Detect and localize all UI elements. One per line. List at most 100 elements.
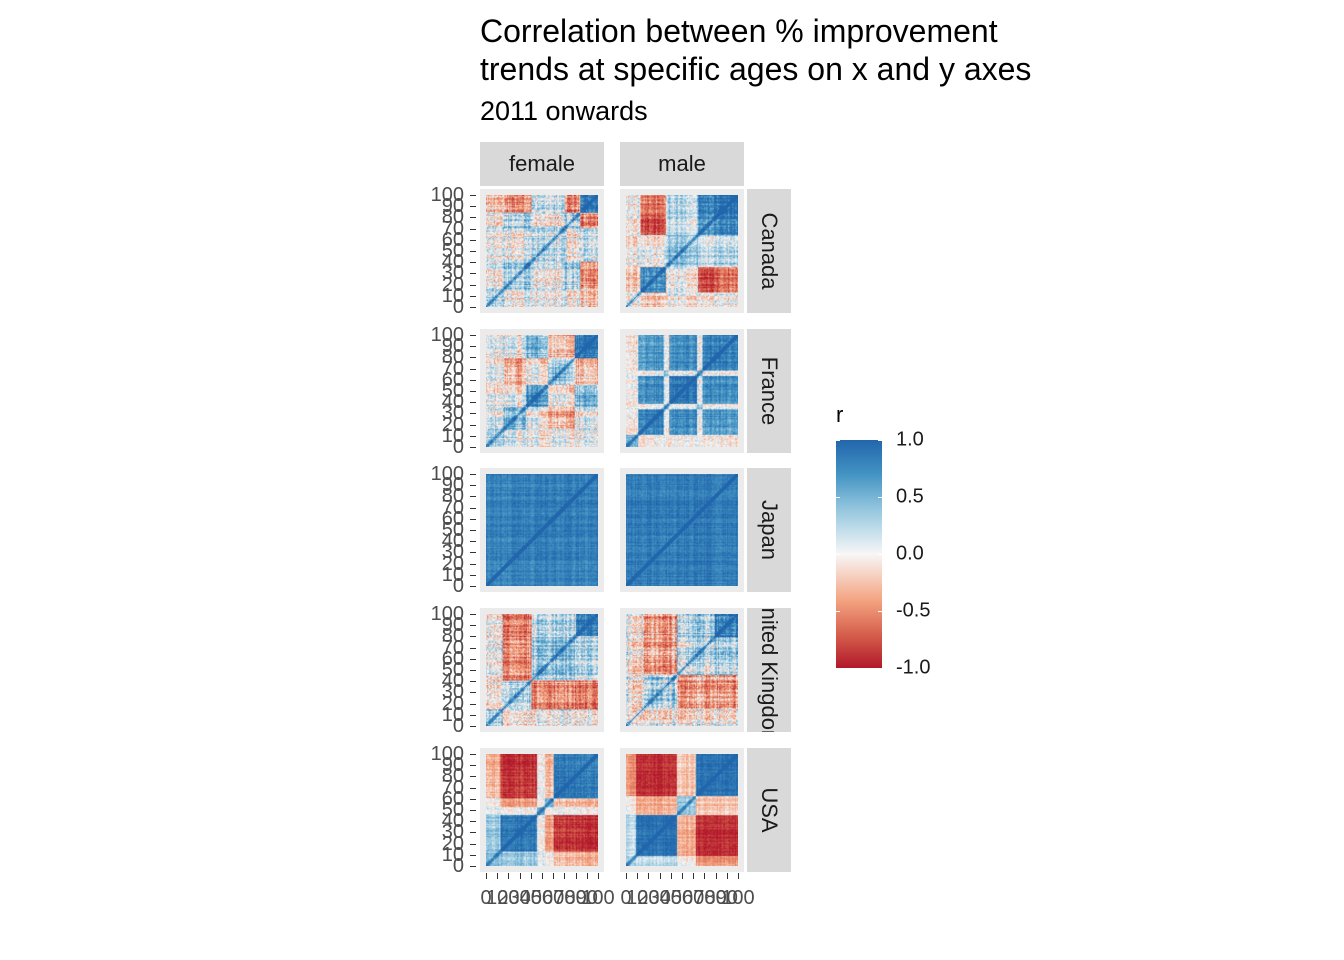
legend-tick-label: -0.5	[896, 599, 931, 622]
x-tick-label: 40	[519, 887, 542, 909]
y-tick-mark	[470, 810, 476, 811]
y-tick-label: 70	[441, 357, 464, 380]
heatmap-panel-usa-female	[480, 748, 604, 872]
y-axis-ticks: 0 10 20 30 40 50 60 70 80 90 100	[400, 464, 476, 597]
y-tick-mark	[470, 703, 476, 705]
x-tick-label: 10	[486, 887, 509, 909]
heatmap-cells	[486, 335, 598, 447]
y-tick-mark	[470, 284, 476, 286]
x-tick-mark	[586, 873, 588, 879]
x-tick-mark	[626, 873, 627, 879]
y-tick-label: 0	[452, 715, 464, 737]
y-tick-label: 40	[441, 391, 464, 414]
x-tick-label: 100	[721, 887, 755, 909]
y-tick-mark	[470, 273, 476, 275]
heatmap-cells	[626, 335, 738, 447]
x-tick-mark	[519, 873, 521, 879]
y-tick-mark	[470, 307, 476, 308]
legend-tick-label: 0.0	[896, 542, 924, 565]
facet-label-text: Canada	[757, 212, 782, 290]
y-tick-label: 70	[441, 776, 464, 799]
y-tick-label: 60	[441, 368, 464, 391]
legend-title: r	[836, 402, 844, 427]
y-tick-label: 20	[441, 273, 464, 296]
heatmap-panel-canada-male	[620, 189, 744, 313]
y-tick-label: 80	[441, 625, 464, 648]
y-tick-mark	[470, 530, 476, 531]
y-tick-label: 100	[430, 743, 464, 765]
y-tick-label: 20	[441, 692, 464, 715]
x-tick-label: 30	[648, 887, 671, 909]
y-tick-label: 100	[430, 603, 464, 625]
legend-tick-mark	[878, 497, 882, 498]
x-axis-ticks-male: 0 10 20 30 40 50 60 70 80 90 100	[620, 873, 755, 913]
x-tick-mark	[659, 873, 661, 879]
y-tick-mark	[470, 217, 476, 219]
x-tick-mark	[704, 873, 706, 879]
y-tick-label: 90	[441, 474, 464, 497]
y-tick-mark	[470, 586, 476, 587]
heatmap-panel-japan-male	[620, 468, 744, 592]
legend-tick-mark	[878, 668, 882, 669]
x-tick-mark	[497, 873, 499, 879]
y-tick-mark	[470, 346, 476, 348]
y-tick-label: 0	[452, 855, 464, 877]
y-tick-mark	[470, 228, 476, 230]
facet-label-france: France	[747, 329, 791, 453]
y-tick-label: 80	[441, 206, 464, 229]
y-tick-mark	[470, 574, 476, 576]
heatmap-cells	[486, 614, 598, 726]
y-tick-label: 10	[441, 843, 464, 866]
y-tick-label: 90	[441, 195, 464, 218]
x-tick-mark	[726, 873, 728, 879]
y-tick-mark	[470, 251, 476, 252]
y-tick-label: 0	[452, 575, 464, 597]
y-tick-mark	[470, 563, 476, 565]
facet-label-japan: Japan	[747, 468, 791, 592]
legend-tick-mark	[836, 497, 840, 498]
y-tick-label: 50	[441, 240, 464, 262]
y-tick-label: 40	[441, 810, 464, 833]
x-tick-mark	[542, 873, 543, 879]
y-tick-mark	[470, 658, 476, 660]
y-axis-ticks: 0 10 20 30 40 50 60 70 80 90 100	[400, 325, 476, 457]
heatmap-panel-japan-female	[480, 468, 604, 592]
y-tick-mark	[470, 295, 476, 297]
y-tick-mark	[470, 424, 476, 426]
y-tick-label: 90	[441, 754, 464, 777]
x-tick-label: 90	[715, 887, 738, 909]
y-tick-mark	[470, 776, 476, 778]
y-axis-ticks: 0 10 20 30 40 50 60 70 80 90 100	[400, 185, 476, 318]
y-tick-mark	[470, 843, 476, 845]
x-tick-label: 0	[480, 887, 492, 909]
y-tick-mark	[470, 552, 476, 554]
y-tick-mark	[470, 485, 476, 487]
y-tick-label: 60	[441, 787, 464, 810]
legend-tick-label: -1.0	[896, 656, 931, 679]
heatmap-cells	[626, 614, 738, 726]
x-tick-label: 10	[626, 887, 649, 909]
heatmap-panel-canada-female	[480, 189, 604, 313]
y-tick-label: 30	[441, 821, 464, 844]
y-tick-mark	[470, 798, 476, 800]
y-tick-label: 70	[441, 496, 464, 519]
y-tick-mark	[470, 391, 476, 392]
y-tick-mark	[470, 854, 476, 856]
x-tick-mark	[508, 873, 510, 879]
y-tick-label: 20	[441, 832, 464, 855]
y-tick-mark	[470, 239, 476, 241]
y-tick-label: 10	[441, 424, 464, 447]
x-tick-label: 70	[693, 887, 716, 909]
x-tick-label: 90	[575, 887, 598, 909]
legend-tick-mark	[836, 440, 840, 441]
y-tick-mark	[470, 714, 476, 716]
y-tick-label: 70	[441, 217, 464, 240]
y-tick-label: 60	[441, 507, 464, 530]
x-tick-mark	[648, 873, 650, 879]
y-tick-label: 90	[441, 335, 464, 358]
y-tick-mark	[470, 832, 476, 834]
y-tick-label: 0	[452, 296, 464, 318]
heatmap-cells	[486, 195, 598, 307]
heatmap-panel-france-female	[480, 329, 604, 453]
y-tick-mark	[470, 413, 476, 415]
